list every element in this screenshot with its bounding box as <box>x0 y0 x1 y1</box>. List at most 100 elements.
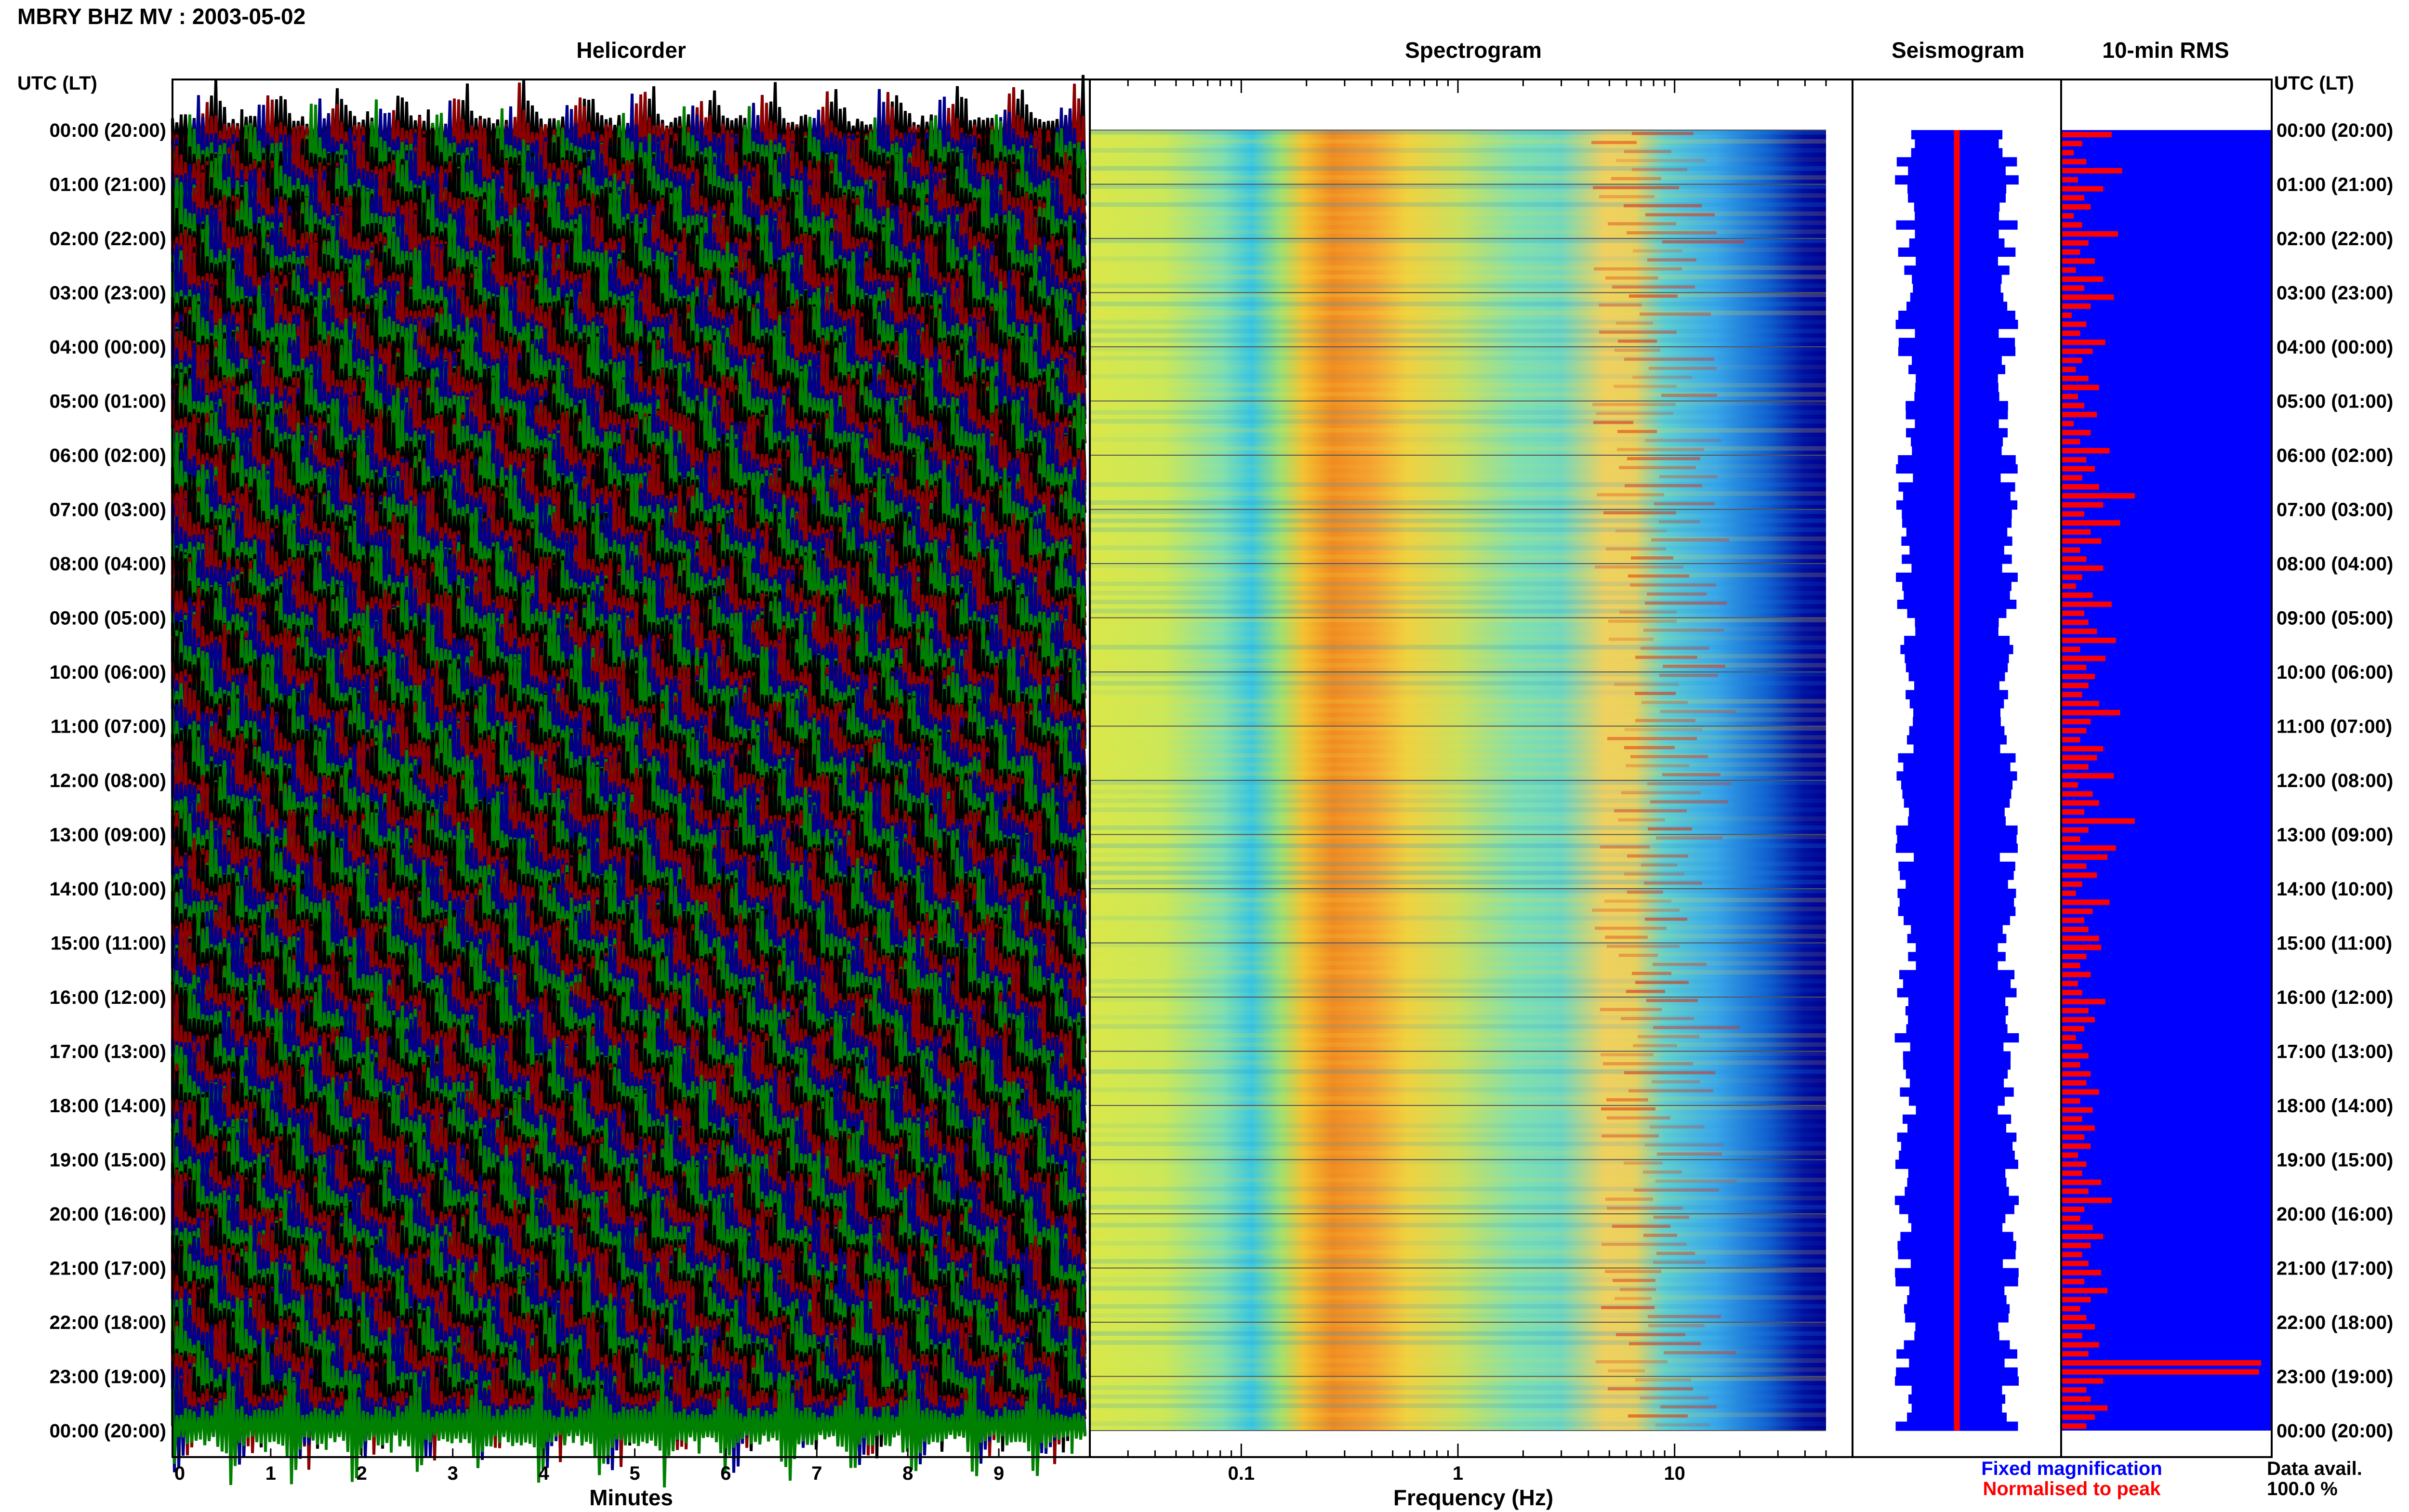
rms-bar <box>2061 222 2082 228</box>
time-label-right: 20:00 (16:00) <box>2277 1204 2393 1225</box>
rms-bar <box>2061 1188 2089 1194</box>
spectrogram-band <box>1627 457 1700 460</box>
spectrogram-row <box>1090 961 1826 966</box>
spectrogram-row <box>1090 735 1826 740</box>
time-label-left: 20:00 (16:00) <box>50 1204 166 1225</box>
data-availability-label: Data avail. <box>2267 1458 2362 1479</box>
spectrogram-band <box>1645 213 1715 217</box>
minutes-tick-label: 5 <box>629 1463 640 1484</box>
spectrogram-band <box>1615 348 1660 352</box>
spectrogram-band <box>1647 782 1731 786</box>
spectrogram-band <box>1631 556 1673 560</box>
spectrogram-row <box>1090 564 1826 568</box>
spectrogram-band <box>1624 1071 1715 1075</box>
spectrogram-row <box>1090 933 1826 939</box>
time-label-left: 00:00 (20:00) <box>50 120 166 141</box>
rms-bar <box>2061 1197 2112 1203</box>
minutes-axis: 0 1 2 3 4 5 6 7 8 9 <box>174 1448 1004 1484</box>
spectrogram-band <box>1645 601 1727 605</box>
spectrogram-band <box>1660 1405 1717 1409</box>
spectrogram-row <box>1090 608 1826 614</box>
rms-bar <box>2061 141 2082 146</box>
time-label-left: 15:00 (11:00) <box>51 933 166 954</box>
spectrogram-band <box>1594 267 1682 271</box>
spectrogram-row <box>1090 744 1826 749</box>
spectrogram-band <box>1645 1143 1724 1147</box>
spectrogram-row <box>1090 853 1826 857</box>
rms-bar <box>2061 764 2089 770</box>
spectrogram-band <box>1632 376 1692 379</box>
spectrogram-row <box>1090 311 1826 316</box>
spectrogram-row <box>1090 771 1826 776</box>
rms-bar <box>2061 926 2089 933</box>
spectrogram-row <box>1090 437 1826 442</box>
spectrogram-band <box>1661 394 1717 397</box>
spectrogram-row <box>1090 943 1826 947</box>
rms-bar <box>2061 240 2089 246</box>
spectrogram-row <box>1090 473 1826 478</box>
spectrogram-row <box>1090 726 1826 731</box>
spectrogram-row <box>1090 193 1826 198</box>
spectrogram-row <box>1090 256 1826 261</box>
time-label-right: 11:00 (07:00) <box>2277 716 2392 737</box>
rms-bar <box>2061 1125 2095 1131</box>
spectrogram-band <box>1635 692 1676 695</box>
spectrogram-row <box>1090 319 1826 325</box>
spectrogram-row <box>1090 1087 1826 1092</box>
spectrogram-band <box>1643 1234 1677 1237</box>
spectrogram-band <box>1592 908 1680 912</box>
spectrogram-row <box>1090 157 1826 162</box>
rms-bar <box>2061 746 2104 752</box>
minutes-tick-label: 7 <box>811 1463 822 1484</box>
spectrogram-row <box>1090 1349 1826 1354</box>
spectrogram-row <box>1090 527 1826 532</box>
time-label-right: 02:00 (22:00) <box>2277 228 2393 250</box>
spectrogram-row <box>1090 1295 1826 1300</box>
seismogram-title: Seismogram <box>1892 38 2025 63</box>
left-axis-header: UTC (LT) <box>17 73 97 94</box>
spectrogram-band <box>1641 863 1677 867</box>
spectrogram-band <box>1646 999 1698 1002</box>
rms-bar <box>2061 1288 2108 1294</box>
spectrogram-band <box>1659 520 1700 524</box>
rms-bar <box>2061 1098 2080 1104</box>
spectrogram-band <box>1662 773 1721 776</box>
spectrogram-row <box>1090 1105 1826 1110</box>
spectrogram-row <box>1090 518 1826 523</box>
spectrogram-band <box>1605 935 1648 939</box>
spectrogram-row <box>1090 1042 1826 1047</box>
spectrogram-band <box>1653 1261 1706 1264</box>
spectrogram-band <box>1619 954 1658 957</box>
spectrogram-row <box>1090 1331 1826 1336</box>
spectrogram-band <box>1618 818 1665 822</box>
spectrogram-band <box>1648 1315 1721 1318</box>
spectrogram-band <box>1608 1387 1693 1391</box>
spectrogram-row <box>1090 600 1826 605</box>
spectrogram-band <box>1656 836 1722 840</box>
spectrogram-band <box>1614 809 1687 813</box>
spectrogram-row <box>1090 1232 1826 1236</box>
spectrogram-band <box>1597 493 1664 497</box>
time-label-right: 18:00 (14:00) <box>2277 1095 2393 1117</box>
spectrogram-row <box>1090 374 1826 379</box>
spectrogram-band <box>1620 1288 1656 1291</box>
time-label-right: 12:00 (08:00) <box>2277 770 2393 791</box>
rms-bar <box>2061 159 2087 165</box>
rms-bar <box>2061 845 2116 851</box>
spectrogram-band <box>1635 981 1689 984</box>
rms-bar <box>2061 285 2085 291</box>
spectrogram-row <box>1090 220 1826 225</box>
time-label-right: 07:00 (03:00) <box>2277 500 2393 521</box>
rms-bar <box>2061 312 2072 318</box>
spectrogram-band <box>1643 629 1724 632</box>
spectrogram-row <box>1090 591 1826 595</box>
spectrogram-band <box>1641 646 1709 650</box>
spectrogram-band <box>1657 1152 1722 1156</box>
spectrogram-band <box>1653 962 1707 966</box>
spectrogram-band <box>1601 1107 1655 1111</box>
rms-bar <box>2061 258 2095 264</box>
spectrogram-band <box>1616 321 1653 325</box>
spectrogram-row <box>1090 1421 1826 1426</box>
time-label-right: 00:00 (20:00) <box>2277 1420 2393 1442</box>
rms-bar <box>2061 1251 2082 1258</box>
